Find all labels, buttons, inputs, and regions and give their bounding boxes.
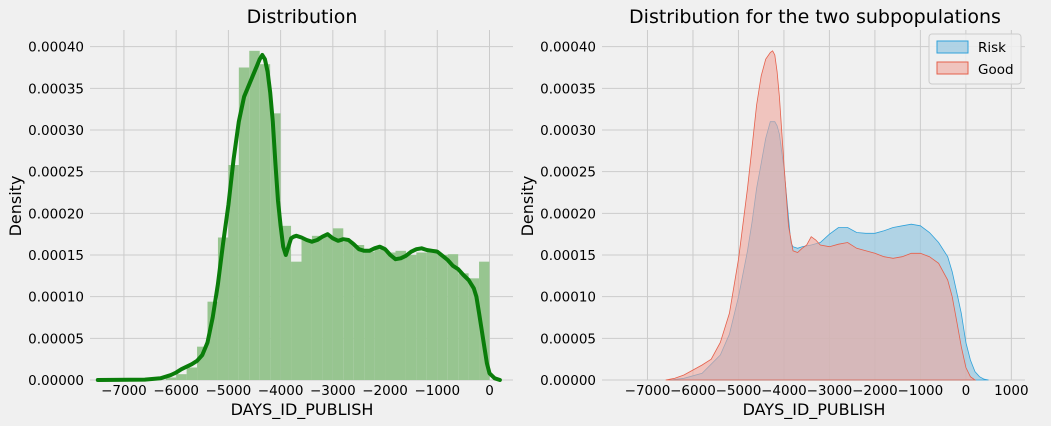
y-tick-label: 0.00015 bbox=[540, 248, 596, 264]
histogram-bar bbox=[395, 250, 406, 380]
right-y-tick-labels: 0.00000 0.00005 0.00010 0.00015 0.00020 0.000… bbox=[540, 40, 596, 389]
legend-swatch-risk bbox=[936, 40, 969, 54]
histogram-bar bbox=[280, 225, 292, 380]
x-tick-label: −1000 bbox=[898, 383, 944, 399]
histogram-bar bbox=[270, 113, 281, 380]
histogram-bar bbox=[186, 367, 198, 380]
x-tick-label: −1000 bbox=[414, 383, 460, 399]
histogram-bar bbox=[301, 240, 312, 380]
histogram-bar bbox=[479, 261, 490, 380]
x-tick-label: −7000 bbox=[101, 383, 147, 399]
density-area-good bbox=[665, 50, 977, 381]
x-tick-label: −7000 bbox=[625, 383, 671, 399]
left-x-axis-label: DAYS_ID_PUBLISH bbox=[231, 400, 374, 420]
histogram-bar bbox=[165, 377, 177, 380]
y-tick-label: 0.00040 bbox=[540, 40, 596, 56]
histogram-bar bbox=[374, 249, 386, 380]
histogram-bar bbox=[426, 249, 438, 380]
right-y-axis-label: Density bbox=[518, 176, 537, 237]
histogram-bar bbox=[238, 67, 250, 380]
left-kde-layer bbox=[95, 53, 502, 382]
legend-swatch-good bbox=[936, 61, 969, 75]
subpopulations-panel: −7000 −6000 −5000 −4000 −3000 −2000 −1000 0 1000… bbox=[518, 6, 1029, 420]
histogram-bar bbox=[228, 165, 239, 380]
y-tick-label: 0.00025 bbox=[28, 165, 84, 181]
histogram-bar bbox=[458, 273, 469, 380]
left-y-tick-labels: 0.00000 0.00005 0.00010 0.00015 0.00020 0.000… bbox=[28, 40, 84, 389]
histogram-bar bbox=[416, 252, 427, 380]
x-tick-label: −4000 bbox=[258, 383, 304, 399]
x-tick-label: −2000 bbox=[852, 383, 898, 399]
x-tick-label: −5000 bbox=[716, 383, 762, 399]
y-tick-label: 0.00020 bbox=[28, 206, 84, 222]
x-tick-label: −4000 bbox=[761, 383, 807, 399]
right-x-axis-label: DAYS_ID_PUBLISH bbox=[743, 400, 886, 420]
y-tick-label: 0.00030 bbox=[28, 123, 84, 139]
histogram-bar bbox=[447, 254, 459, 380]
histogram-bar bbox=[343, 241, 354, 380]
distribution-panel: −7000 −6000 −5000 −4000 −3000 −2000 −1000 0 0.0… bbox=[6, 6, 513, 420]
right-x-tick-labels: −7000 −6000 −5000 −4000 −3000 −2000 −1000 0 1000 bbox=[625, 383, 1029, 399]
x-tick-label: −2000 bbox=[362, 383, 408, 399]
x-tick-label: 1000 bbox=[994, 383, 1028, 399]
y-tick-label: 0.00015 bbox=[28, 248, 84, 264]
histogram-bar bbox=[249, 50, 260, 380]
x-tick-label: −6000 bbox=[670, 383, 716, 399]
y-tick-label: 0.00000 bbox=[540, 373, 596, 389]
x-tick-label: −5000 bbox=[206, 383, 252, 399]
y-tick-label: 0.00010 bbox=[28, 290, 84, 306]
x-tick-label: 0 bbox=[962, 383, 971, 399]
x-tick-label: 0 bbox=[485, 383, 494, 399]
y-tick-label: 0.00005 bbox=[540, 331, 596, 347]
left-chart-title: Distribution bbox=[247, 6, 358, 28]
histogram-bar bbox=[353, 245, 365, 380]
y-tick-label: 0.00020 bbox=[540, 206, 596, 222]
histogram-bar bbox=[468, 278, 480, 380]
y-tick-label: 0.00035 bbox=[540, 81, 596, 97]
histogram-bar bbox=[217, 237, 229, 380]
left-histogram-bars bbox=[165, 50, 490, 381]
histogram-bar bbox=[291, 261, 302, 380]
histogram-bar bbox=[385, 252, 396, 380]
histogram-bar bbox=[322, 236, 333, 380]
x-tick-label: −6000 bbox=[153, 383, 199, 399]
legend-label-risk: Risk bbox=[978, 40, 1006, 56]
y-tick-label: 0.00025 bbox=[540, 165, 596, 181]
legend: Risk Good bbox=[928, 33, 1022, 85]
histogram-bar bbox=[437, 255, 448, 380]
kde-line bbox=[95, 53, 502, 382]
histogram-bar bbox=[405, 255, 417, 380]
right-chart-title: Distribution for the two subpopulations bbox=[629, 6, 1001, 28]
histogram-bar bbox=[197, 346, 208, 380]
right-density-areas bbox=[665, 50, 989, 381]
x-tick-label: −3000 bbox=[807, 383, 853, 399]
histogram-bar bbox=[311, 235, 323, 380]
histogram-bar bbox=[259, 64, 271, 381]
legend-label-good: Good bbox=[978, 62, 1014, 78]
y-tick-label: 0.00040 bbox=[28, 40, 84, 56]
left-x-tick-labels: −7000 −6000 −5000 −4000 −3000 −2000 −1000 0 bbox=[101, 383, 494, 399]
histogram-bar bbox=[332, 228, 344, 380]
histogram-bar bbox=[207, 301, 218, 380]
y-tick-label: 0.00035 bbox=[28, 81, 84, 97]
y-tick-label: 0.00005 bbox=[28, 331, 84, 347]
y-tick-label: 0.00000 bbox=[28, 373, 84, 389]
left-y-axis-label: Density bbox=[6, 176, 25, 237]
y-tick-label: 0.00030 bbox=[540, 123, 596, 139]
y-tick-label: 0.00010 bbox=[540, 290, 596, 306]
histogram-bar bbox=[364, 251, 375, 380]
histogram-bar bbox=[176, 374, 187, 380]
x-tick-label: −3000 bbox=[310, 383, 356, 399]
